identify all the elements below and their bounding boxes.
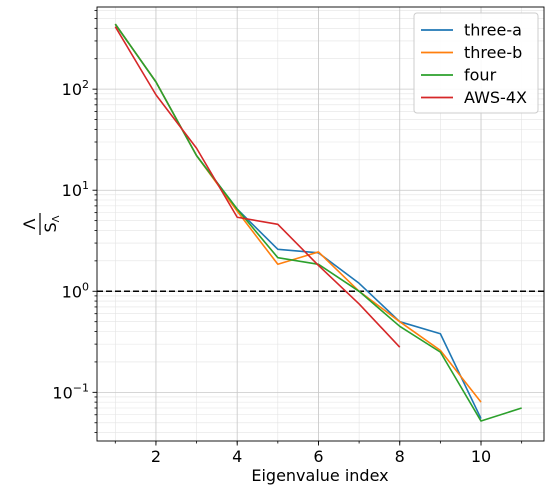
x-axis: 2 4 6 8 10 — [114, 441, 523, 466]
y-tick-label: 100 — [62, 280, 89, 301]
y-tick-label-exponent: 2 — [82, 78, 89, 91]
x-axis-label: Eigenvalue index — [251, 466, 388, 485]
y-tick-label-exponent: 0 — [82, 280, 89, 293]
x-tick-label: 6 — [313, 447, 323, 466]
x-tick-label: 10 — [471, 447, 491, 466]
series-line-aws-4x — [114, 26, 401, 348]
y-tick-label: 102 — [62, 78, 89, 99]
y-tick-label-base: 10 — [62, 80, 82, 99]
legend-label-three-b: three-b — [464, 43, 522, 62]
y-tick-label-base: 10 — [62, 282, 82, 301]
series-layer — [114, 23, 522, 422]
y-axis-label-denominator-main: S — [41, 222, 60, 232]
legend-box — [413, 12, 539, 114]
y-axis-label-denominator-sub: Λ — [51, 215, 62, 222]
y-axis-label-denominator: SΛ — [41, 215, 62, 232]
y-tick-label-exponent: 1 — [82, 179, 89, 192]
y-tick-label: 10−1 — [52, 381, 89, 402]
y-axis-label: Λ SΛ — [20, 213, 62, 235]
y-tick-label-base: 10 — [62, 181, 82, 200]
x-tick-label: 8 — [395, 447, 405, 466]
legend-label-aws-4x: AWS-4X — [464, 88, 527, 107]
y-tick-label-exponent: −1 — [73, 381, 89, 394]
y-tick-label-base: 10 — [52, 383, 72, 402]
x-tick-label: 4 — [232, 447, 242, 466]
major-grid — [97, 7, 544, 441]
x-tick-label: 2 — [151, 447, 161, 466]
legend: three-a three-b four AWS-4X — [413, 12, 539, 114]
legend-label-three-a: three-a — [464, 21, 522, 40]
y-axis-label-numerator: Λ — [20, 218, 39, 229]
plot-frame — [96, 6, 545, 442]
legend-label-four: four — [464, 66, 497, 85]
y-tick-label: 101 — [62, 179, 89, 200]
